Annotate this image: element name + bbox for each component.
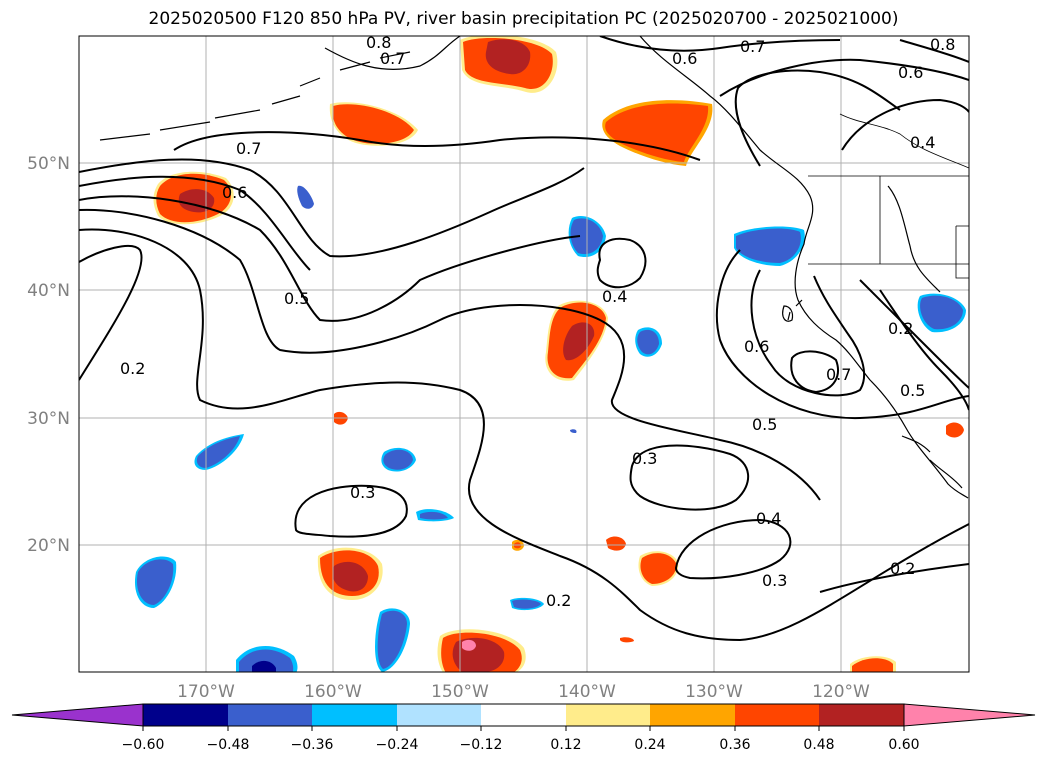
colorbar-segment [566, 704, 650, 726]
colorbar-tick-label: −0.12 [460, 737, 503, 753]
contour-label: 0.2 [120, 359, 145, 378]
lon-label: 150°W [431, 682, 489, 702]
colorbar-segment [397, 704, 481, 726]
colorbar-tick-label: −0.24 [376, 737, 419, 753]
contour-label: 0.3 [350, 483, 375, 502]
lon-label: 120°W [812, 682, 870, 702]
contour-label: 0.2 [546, 591, 571, 610]
colorbar-segment [735, 704, 819, 726]
contour-label: 0.4 [910, 133, 935, 152]
contour-label: 0.7 [826, 365, 851, 384]
lon-label: 130°W [685, 682, 743, 702]
contour-label: 0.2 [890, 559, 915, 578]
colorbar-segment [481, 704, 566, 726]
colorbar-tick-label: −0.36 [291, 737, 334, 753]
lat-label: 50°N [27, 154, 70, 174]
contour-label: 0.6 [222, 183, 247, 202]
colorbar-segment [228, 704, 312, 726]
state-borders [808, 113, 969, 279]
contour-label: 0.7 [236, 139, 261, 158]
lon-label: 140°W [558, 682, 616, 702]
lon-label: 170°W [177, 682, 235, 702]
colorbar-segment [312, 704, 397, 726]
precip-shading [134, 36, 966, 672]
contour-label: 0.7 [740, 37, 765, 56]
colorbar-extend-low [11, 703, 144, 727]
contour-label: 0.3 [632, 449, 657, 468]
contour-label: 0.8 [366, 33, 391, 52]
colorbar-tick-label: 0.36 [719, 737, 750, 753]
contour-label: 0.5 [284, 289, 309, 308]
contour-label: 0.2 [888, 319, 913, 338]
contour-labels: 0.8 0.7 0.6 0.8 0.7 0.6 0.4 0.7 0.6 0.5 … [120, 33, 955, 610]
map-frame [78, 35, 970, 673]
contour-label: 0.8 [930, 35, 955, 54]
lat-label: 20°N [27, 536, 70, 556]
colorbar: −0.60 −0.48 −0.36 −0.24 −0.12 0.12 0.24 … [11, 703, 1036, 753]
contour-label: 0.4 [602, 287, 627, 306]
map-plot-area [79, 36, 969, 672]
colorbar-tick-label: 0.24 [634, 737, 665, 753]
colorbar-tick-label: 0.12 [550, 737, 581, 753]
contour-label: 0.3 [762, 571, 787, 590]
lat-label: 30°N [27, 409, 70, 429]
contour-label: 0.4 [756, 509, 781, 528]
colorbar-segment [650, 704, 735, 726]
contour-label: 0.6 [898, 63, 923, 82]
colorbar-tick-label: −0.48 [207, 737, 250, 753]
coastlines [99, 36, 969, 499]
contour-label: 0.6 [744, 337, 769, 356]
colorbar-tick-label: 0.48 [803, 737, 834, 753]
map-title: 2025020500 F120 850 hPa PV, river basin … [148, 9, 899, 29]
colorbar-extend-high [903, 703, 1036, 727]
colorbar-tick-label: 0.60 [888, 737, 919, 753]
contour-label: 0.6 [672, 49, 697, 68]
pv-contours [79, 36, 969, 642]
colorbar-segment [143, 704, 228, 726]
latitude-labels: 50°N 40°N 30°N 20°N [27, 154, 70, 556]
contour-label: 0.5 [752, 415, 777, 434]
longitude-labels: 170°W 160°W 150°W 140°W 130°W 120°W [177, 682, 870, 702]
lon-label: 160°W [304, 682, 362, 702]
contour-label: 0.7 [380, 49, 405, 68]
contour-label: 0.5 [900, 381, 925, 400]
colorbar-segment [819, 704, 904, 726]
colorbar-tick-label: −0.60 [122, 737, 165, 753]
lat-label: 40°N [27, 281, 70, 301]
